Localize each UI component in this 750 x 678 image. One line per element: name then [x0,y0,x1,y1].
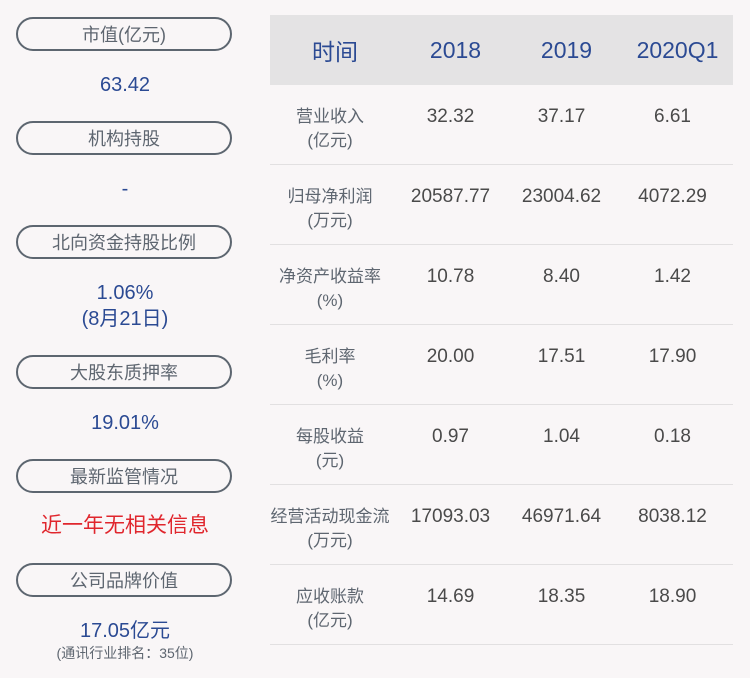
table-header: 时间 2018 2019 2020Q1 [270,15,733,85]
cell-2019: 17.51 [537,346,586,367]
row-label: 归母净利润 (万元) [287,187,373,230]
northbound-percent: 1.06% [96,282,154,304]
table-row: 净资产收益率 (%) 10.78 8.40 1.42 [270,245,733,325]
cell-2018: 10.78 [426,266,475,287]
brand-value-rank: (通讯行业排名：35位) [56,645,194,661]
table-row: 营业收入 (亿元) 32.32 37.17 6.61 [270,85,733,165]
header-time: 时间 [312,39,358,65]
cell-2019: 8.40 [543,266,580,287]
regulatory-status-label: 最新监管情况 [16,459,232,493]
brand-value-amount: 17.05亿元 [79,620,171,642]
cell-2018: 17093.03 [410,506,491,527]
cell-2019: 18.35 [537,586,586,607]
market-cap-value: 63.42 [99,74,151,96]
northbound-holding-label: 北向资金持股比例 [16,225,232,259]
row-label: 应收账款 (亿元) [296,587,364,630]
table-row: 毛利率 (%) 20.00 17.51 17.90 [270,325,733,405]
cell-2018: 14.69 [426,586,475,607]
header-2020q1: 2020Q1 [636,36,719,63]
regulatory-status-value: 近一年无相关信息 [41,514,209,537]
cell-2018: 20587.77 [410,186,491,207]
cell-2020q1: 6.61 [654,106,691,127]
cell-2019: 37.17 [537,106,586,127]
pledge-rate-label: 大股东质押率 [16,355,232,389]
pledge-rate-value: 19.01% [91,412,159,434]
cell-2019: 1.04 [543,426,580,447]
cell-2020q1: 4072.29 [638,186,707,207]
header-2018: 2018 [429,36,482,63]
row-label: 毛利率 (%) [304,347,356,390]
cell-2020q1: 17.90 [648,346,697,367]
financial-table: 时间 2018 2019 2020Q1 营业收入 (亿元) 32.32 37.17… [270,15,733,645]
header-2019: 2019 [540,36,593,63]
cell-2018: 0.97 [432,426,469,447]
row-label: 营业收入 (亿元) [296,107,364,150]
table-row: 应收账款 (亿元) 14.69 18.35 18.90 [270,565,733,645]
brand-value-label: 公司品牌价值 [16,563,232,597]
row-label: 经营活动现金流 (万元) [270,507,390,550]
northbound-holding-value: 1.06% (8月21日) [0,280,250,332]
row-label: 净资产收益率 (%) [279,267,381,310]
cell-2020q1: 8038.12 [638,506,707,527]
table-row: 归母净利润 (万元) 20587.77 23004.62 4072.29 [270,165,733,245]
institutional-holding-value: - [121,178,129,200]
table-row: 经营活动现金流 (万元) 17093.03 46971.64 8038.12 [270,485,733,565]
row-label: 每股收益 (元) [296,427,364,470]
table-row: 每股收益 (元) 0.97 1.04 0.18 [270,405,733,485]
cell-2019: 23004.62 [521,186,602,207]
cell-2020q1: 18.90 [648,586,697,607]
cell-2018: 32.32 [426,106,475,127]
market-cap-label: 市值(亿元) [16,17,232,51]
institutional-holding-label: 机构持股 [16,121,232,155]
cell-2020q1: 0.18 [654,426,691,447]
cell-2020q1: 1.42 [654,266,691,287]
cell-2018: 20.00 [426,346,475,367]
brand-value: 17.05亿元 (通讯行业排名：35位) [0,618,250,662]
northbound-date: (8月21日) [81,308,169,330]
cell-2019: 46971.64 [521,506,602,527]
